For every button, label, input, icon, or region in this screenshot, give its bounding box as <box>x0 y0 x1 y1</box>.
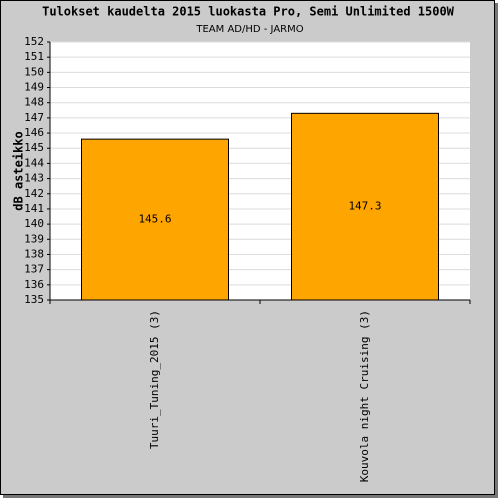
y-tick-label: 150 <box>24 65 44 78</box>
y-tick-label: 146 <box>24 126 44 139</box>
y-tick-label: 137 <box>24 263 44 276</box>
x-tick-label: Tuuri_Tuning_2015 (3) <box>148 310 161 449</box>
y-tick-label: 151 <box>24 50 44 63</box>
bar <box>81 138 229 301</box>
y-tick-label: 143 <box>24 172 44 185</box>
y-tick-label: 144 <box>24 156 44 169</box>
value-label: 147.3 <box>348 200 381 213</box>
y-tick-label: 148 <box>24 96 44 109</box>
y-tick-label: 147 <box>24 111 44 124</box>
y-tick-label: 135 <box>24 293 44 306</box>
y-tick-label: 136 <box>24 278 44 291</box>
y-tick-label: 139 <box>24 232 44 245</box>
bar <box>291 112 439 301</box>
y-tick-label: 152 <box>24 35 44 48</box>
y-tick-label: 145 <box>24 141 44 154</box>
chart-title: Tulokset kaudelta 2015 luokasta Pro, Sem… <box>42 5 455 19</box>
chart-subtitle: TEAM AD/HD - JARMO <box>195 24 303 35</box>
y-tick-label: 149 <box>24 81 44 94</box>
x-tick-label: Kouvola night Cruising (3) <box>358 310 371 482</box>
y-tick-label: 140 <box>24 217 44 230</box>
y-tick-label: 141 <box>24 202 44 215</box>
value-label: 145.6 <box>138 213 171 226</box>
y-tick-label: 142 <box>24 187 44 200</box>
y-axis-label: dB asteikko <box>12 131 26 210</box>
y-tick-label: 138 <box>24 247 44 260</box>
